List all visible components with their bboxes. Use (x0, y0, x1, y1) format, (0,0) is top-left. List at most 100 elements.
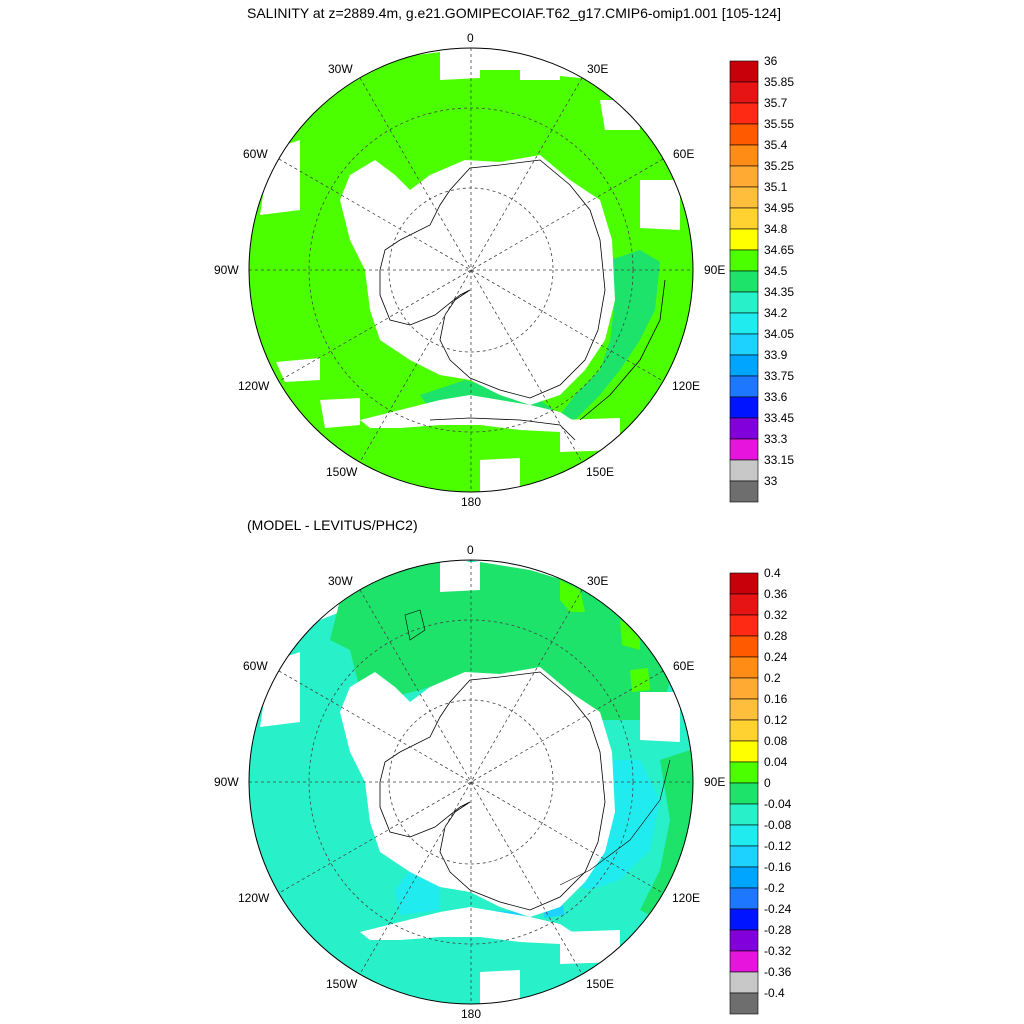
bottom-colorbar-label: 0.4 (764, 566, 781, 580)
top-lon-30e: 30E (587, 62, 608, 76)
bottom-colorbar-label: -0.12 (764, 839, 792, 853)
top-colorbar-box (729, 417, 759, 440)
bottom-longitude-labels: 0 30E 60E 90E 120E 150E 180 150W 120W 90… (214, 543, 725, 1021)
top-colorbar-label: 33 (764, 474, 778, 488)
top-lon-90w: 90W (214, 263, 239, 277)
bottom-colorbar-label: 0.04 (764, 755, 788, 769)
bottom-colorbar-label: -0.2 (764, 881, 785, 895)
top-colorbar-box (729, 312, 759, 335)
top-secondary-band (560, 250, 660, 420)
top-colorbar-label: 34.2 (764, 306, 788, 320)
bottom-colorbar-label: -0.28 (764, 923, 792, 937)
bottom-colorbar-label: -0.16 (764, 860, 792, 874)
bottom-light-green (560, 580, 585, 612)
bottom-colorbar-box (729, 635, 759, 658)
bottom-colorbar-label: 0.32 (764, 608, 788, 622)
top-lon-0: 0 (467, 31, 474, 45)
top-colorbar-box (729, 291, 759, 314)
bottom-lon-120w: 120W (238, 891, 270, 905)
bottom-colorbar-box (729, 845, 759, 868)
top-colorbar-box (729, 438, 759, 461)
bottom-lon-90w: 90W (214, 775, 239, 789)
top-colorbar-box (729, 228, 759, 251)
bottom-colorbar-box (729, 929, 759, 952)
top-colorbar-box (729, 480, 759, 503)
top-lon-60e: 60E (673, 147, 694, 161)
bottom-colorbar-box (729, 971, 759, 994)
top-colorbar-label: 34.65 (764, 243, 794, 257)
bottom-colorbar-box (729, 593, 759, 616)
top-lon-30w: 30W (328, 62, 353, 76)
top-lon-150e: 150E (586, 465, 614, 479)
bottom-lon-90e: 90E (704, 775, 725, 789)
top-colorbar-label: 34.95 (764, 201, 794, 215)
bottom-lon-150w: 150W (326, 977, 358, 991)
bottom-colorbar-label: -0.08 (764, 818, 792, 832)
top-colorbar-label: 35.7 (764, 96, 788, 110)
bottom-colorbar-label: -0.04 (764, 797, 792, 811)
bottom-colorbar-box (729, 803, 759, 826)
top-colorbar-label: 35.4 (764, 138, 788, 152)
top-longitude-labels: 0 30E 60E 90E 120E 150E 180 150W 120W 90… (214, 31, 725, 509)
top-colorbar-box (729, 144, 759, 167)
bottom-colorbar-label: 0.16 (764, 692, 788, 706)
bottom-colorbar-box (729, 740, 759, 763)
bottom-colorbar-label: -0.32 (764, 944, 792, 958)
top-colorbar-box (729, 396, 759, 419)
top-colorbar-box (729, 354, 759, 377)
top-colorbar-label: 35.85 (764, 75, 794, 89)
top-colorbar-label: 33.6 (764, 390, 788, 404)
bottom-lon-30w: 30W (328, 574, 353, 588)
top-colorbar-label: 35.1 (764, 180, 788, 194)
bottom-colorbar-label: -0.36 (764, 965, 792, 979)
top-colorbar-label: 34.8 (764, 222, 788, 236)
top-lon-120w: 120W (238, 379, 270, 393)
top-colorbar-box (729, 123, 759, 146)
bottom-lon-60w: 60W (243, 659, 268, 673)
top-colorbar-label: 33.15 (764, 453, 794, 467)
bottom-colorbar-box (729, 614, 759, 637)
top-colorbar-box (729, 249, 759, 272)
bottom-colorbar-box (729, 992, 759, 1015)
top-colorbar-label: 35.25 (764, 159, 794, 173)
bottom-colorbar-label: 0.08 (764, 734, 788, 748)
top-colorbar-box (729, 60, 759, 83)
bottom-colorbar: 0.4 0.36 0.32 0.28 0.24 0.2 0.16 0.12 0.08 0.04 0 -… (729, 566, 792, 1015)
bottom-colorbar-box (729, 698, 759, 721)
bottom-colorbar-box (729, 950, 759, 973)
bottom-lon-120e: 120E (672, 891, 700, 905)
bottom-colorbar-label: 0.2 (764, 671, 781, 685)
bottom-colorbar-box (729, 782, 759, 805)
top-colorbar-box (729, 81, 759, 104)
bottom-lon-30e: 30E (587, 574, 608, 588)
bottom-colorbar-box (729, 719, 759, 742)
bottom-colorbar-box (729, 887, 759, 910)
bottom-green-fill (330, 562, 670, 720)
top-colorbar-label: 35.55 (764, 117, 794, 131)
top-colorbar-label: 34.35 (764, 285, 794, 299)
top-colorbar-box (729, 165, 759, 188)
top-colorbar-label: 34.5 (764, 264, 788, 278)
top-lon-90e: 90E (704, 263, 725, 277)
top-colorbar-box (729, 333, 759, 356)
bottom-colorbar-box (729, 866, 759, 889)
bottom-title: (MODEL - LEVITUS/PHC2) (247, 517, 418, 533)
bottom-colorbar-box (729, 572, 759, 595)
bottom-colorbar-box (729, 761, 759, 784)
bottom-map (248, 559, 694, 1005)
bottom-lon-0: 0 (467, 543, 474, 557)
top-colorbar-label: 36 (764, 54, 778, 68)
bottom-colorbar-label: -0.24 (764, 902, 792, 916)
top-colorbar: 36 35.85 35.7 35.55 35.4 35.25 35.1 34.95 34.8 34… (729, 54, 794, 503)
bottom-colorbar-label: 0 (764, 776, 771, 790)
top-colorbar-box (729, 102, 759, 125)
bottom-colorbar-label: 0.12 (764, 713, 788, 727)
top-title: SALINITY at z=2889.4m, g.e21.GOMIPECOIAF… (247, 5, 781, 21)
top-colorbar-label: 34.05 (764, 327, 794, 341)
top-colorbar-label: 33.3 (764, 432, 788, 446)
bottom-colorbar-box (729, 656, 759, 679)
bottom-colorbar-box (729, 677, 759, 700)
top-colorbar-box (729, 270, 759, 293)
top-colorbar-box (729, 186, 759, 209)
